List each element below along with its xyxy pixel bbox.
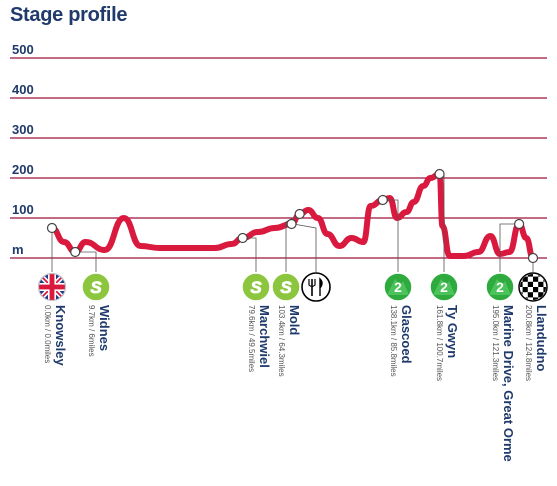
waypoint-distance: 0.0km / 0.0miles xyxy=(43,305,52,363)
waypoint-name: Marine Drive, Great Orme xyxy=(501,305,516,462)
y-tick-label-300: 300 xyxy=(12,122,34,137)
connector-marine-drive-great-orme xyxy=(499,223,520,272)
waypoint-distance: 161.8km / 100.7miles xyxy=(435,305,444,381)
feed-zone-icon[interactable] xyxy=(301,272,331,302)
connector-mold xyxy=(285,213,300,272)
waypoint-distance: 200.8km / 124.8miles xyxy=(524,305,533,381)
sprint-badge-letter: S xyxy=(280,278,292,297)
climb-icon[interactable]: 2 xyxy=(485,272,515,302)
waypoint-distance: 103.4km / 64.3miles xyxy=(277,305,286,377)
profile-series xyxy=(49,171,536,261)
waypoint-markers xyxy=(46,168,539,264)
climb-category-label: 2 xyxy=(440,279,448,295)
page-title: Stage profile xyxy=(10,4,128,26)
waypoint-marker-knowsley[interactable] xyxy=(46,222,58,234)
flag-uk-icon[interactable] xyxy=(37,272,67,302)
waypoint-distance: 138.1km / 85.8miles xyxy=(389,305,398,377)
connector-widnes xyxy=(75,251,97,272)
waypoint-marker-marchwiel[interactable] xyxy=(237,232,248,244)
waypoint-marker-widnes[interactable] xyxy=(70,246,81,258)
waypoint-marker-marine-drive-great-orme[interactable] xyxy=(514,218,525,230)
y-tick-label-400: 400 xyxy=(12,82,34,97)
waypoint-marker-llandudno[interactable] xyxy=(527,252,539,264)
sprint-icon[interactable]: S xyxy=(271,272,301,302)
waypoint-name: Mold xyxy=(287,305,302,335)
connector-marchwiel xyxy=(242,237,257,272)
y-tick-label-100: 100 xyxy=(12,202,34,217)
sprint-badge-letter: S xyxy=(250,278,262,297)
waypoint-name: Llandudno xyxy=(534,305,549,371)
sprint-icon[interactable]: S xyxy=(81,272,111,302)
waypoint-name: Glascoed xyxy=(399,305,414,364)
climb-icon[interactable]: 2 xyxy=(383,272,413,302)
waypoint-marker-glascoed[interactable] xyxy=(377,194,388,206)
connector-feed-zone xyxy=(293,223,317,272)
climb-icon[interactable]: 2 xyxy=(429,272,459,302)
waypoint-marker-mold[interactable] xyxy=(294,208,305,220)
y-axis-unit-label: m xyxy=(12,242,24,257)
y-tick-label-200: 200 xyxy=(12,162,34,177)
waypoint-name: Ty Gwyn xyxy=(445,305,460,358)
waypoint-name: Marchwiel xyxy=(257,305,272,368)
climb-category-label: 2 xyxy=(394,279,402,295)
elevation-profile-line xyxy=(49,171,536,261)
waypoint-marker-feed-zone[interactable] xyxy=(286,218,297,230)
waypoint-marker-ty-gwyn[interactable] xyxy=(434,168,445,180)
sprint-icon[interactable]: S xyxy=(241,272,271,302)
waypoint-distance: 9.7km / 6miles xyxy=(87,305,96,357)
waypoint-name: Knowsley xyxy=(53,305,68,366)
sprint-badge-letter: S xyxy=(90,278,102,297)
waypoint-distance: 195.0km / 121.3miles xyxy=(491,305,500,381)
waypoint-distance: 79.6km / 49.5miles xyxy=(247,305,256,372)
grid-lines: 500 400 300 200 100 m xyxy=(10,42,547,259)
finish-flag-icon[interactable] xyxy=(517,271,548,302)
y-tick-label-500: 500 xyxy=(12,42,34,57)
climb-category-label: 2 xyxy=(496,279,504,295)
waypoint-name: Widnes xyxy=(97,305,112,351)
